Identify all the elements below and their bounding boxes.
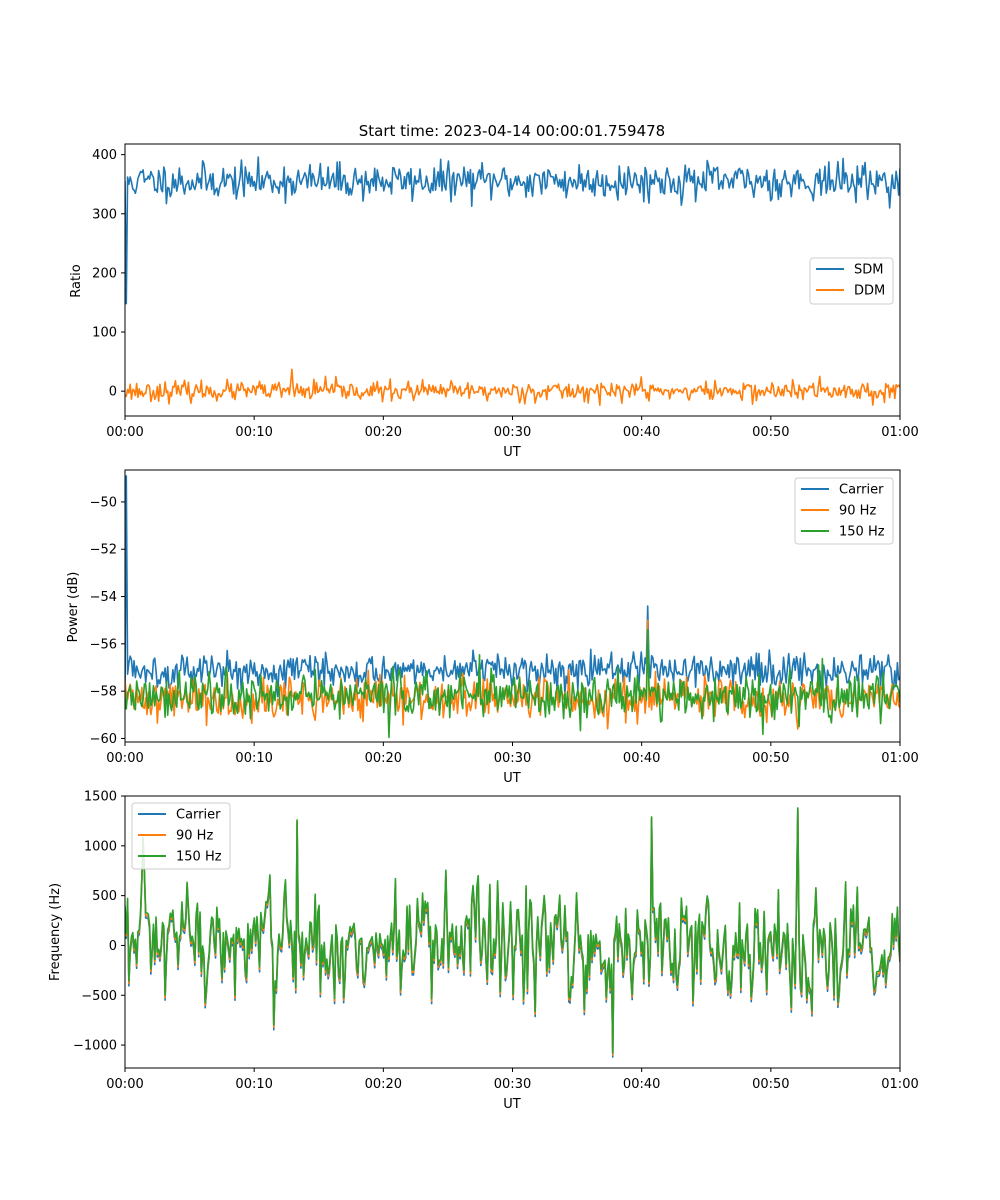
frequency-chart-y-tick-label: 500 bbox=[92, 889, 117, 904]
ratio-chart-x-tick-label: 00:20 bbox=[365, 425, 402, 440]
power-chart-y-tick-label: −60 bbox=[90, 732, 117, 747]
ratio-chart-y-tick-label: 200 bbox=[92, 266, 117, 281]
power-chart-x-tick-label: 00:00 bbox=[106, 751, 143, 766]
power-chart-legend-label: 150 Hz bbox=[839, 525, 885, 540]
frequency-chart-x-tick-label: 00:00 bbox=[106, 1077, 143, 1092]
power-chart-legend-label: Carrier bbox=[839, 483, 884, 498]
frequency-chart-x-tick-label: 00:30 bbox=[494, 1077, 531, 1092]
power-chart-y-tick-label: −54 bbox=[90, 590, 117, 605]
ratio-chart-x-tick-label: 00:50 bbox=[752, 425, 789, 440]
power-chart: UT Power (dB) 00:00 00:10 00:20 00:30 00:40 0… bbox=[66, 469, 919, 786]
ratio-chart-x-tick-label: 00:40 bbox=[623, 425, 660, 440]
ratio-chart-y-tick-label: 0 bbox=[109, 385, 117, 400]
frequency-chart-y-tick-label: 1000 bbox=[84, 839, 117, 854]
frequency-chart-legend-label: 90 Hz bbox=[176, 829, 213, 844]
ratio-chart: UT Ratio 00:00 00:10 00:20 00:30 00:40 00:50 0… bbox=[69, 143, 919, 460]
frequency-chart-y-tick-label: −1000 bbox=[73, 1039, 117, 1054]
frequency-chart-legend-box bbox=[131, 802, 231, 870]
ratio-chart-y-tick-label: 400 bbox=[92, 148, 117, 163]
frequency-chart-legend-label: Carrier bbox=[176, 808, 221, 823]
frequency-chart-x-tick-label: 00:10 bbox=[235, 1077, 272, 1092]
frequency-chart-y-tick-label: 0 bbox=[109, 939, 117, 954]
ratio-chart-y-label: Ratio bbox=[69, 264, 84, 297]
frequency-chart-y-tick-label: −500 bbox=[81, 989, 117, 1004]
power-chart-x-tick-label: 00:10 bbox=[235, 751, 272, 766]
power-chart-y-tick-label: −56 bbox=[90, 637, 117, 652]
power-chart-y-label: Power (dB) bbox=[66, 572, 81, 643]
power-chart-x-tick-label: 01:00 bbox=[881, 751, 918, 766]
figure-title: Start time: 2023-04-14 00:00:01.759478 bbox=[359, 122, 665, 140]
frequency-chart-x-tick-label: 01:00 bbox=[881, 1077, 918, 1092]
power-chart-x-label: UT bbox=[503, 771, 521, 786]
frequency-chart-x-tick-label: 00:20 bbox=[365, 1077, 402, 1092]
frequency-chart-y-label: Frequency (Hz) bbox=[48, 883, 63, 981]
power-chart-series-line bbox=[125, 619, 900, 730]
ratio-chart-legend-label: SDM bbox=[854, 263, 883, 278]
power-chart-y-tick-label: −58 bbox=[90, 685, 117, 700]
power-chart-x-tick-label: 00:20 bbox=[365, 751, 402, 766]
ratio-chart-y-tick-label: 300 bbox=[92, 207, 117, 222]
power-chart-y-tick-label: −52 bbox=[90, 543, 117, 558]
frequency-chart-y-tick-label: 1500 bbox=[84, 790, 117, 805]
power-chart-x-tick-label: 00:50 bbox=[752, 751, 789, 766]
frequency-chart: UT Frequency (Hz) 00:00 00:10 00:20 00:30 00… bbox=[48, 790, 919, 1113]
ratio-chart-x-tick-label: 00:30 bbox=[494, 425, 531, 440]
power-chart-y-tick-label: −50 bbox=[90, 495, 117, 510]
frequency-chart-x-tick-label: 00:40 bbox=[623, 1077, 660, 1092]
ratio-chart-legend: SDM DDM bbox=[809, 257, 894, 305]
frequency-chart-legend: Carrier 90 Hz 150 Hz bbox=[131, 802, 231, 870]
ratio-chart-y-tick-label: 100 bbox=[92, 326, 117, 341]
ratio-chart-x-label: UT bbox=[503, 445, 521, 460]
power-chart-legend-label: 90 Hz bbox=[839, 504, 876, 519]
ratio-chart-legend-label: DDM bbox=[854, 284, 885, 299]
power-chart-x-tick-label: 00:30 bbox=[494, 751, 531, 766]
ratio-chart-x-tick-label: 01:00 bbox=[881, 425, 918, 440]
power-chart-series-line bbox=[125, 628, 900, 739]
frequency-chart-legend-label: 150 Hz bbox=[176, 850, 222, 865]
ratio-chart-x-tick-label: 00:10 bbox=[235, 425, 272, 440]
frequency-chart-x-label: UT bbox=[503, 1097, 521, 1112]
ratio-chart-x-tick-label: 00:00 bbox=[106, 425, 143, 440]
power-chart-legend: Carrier 90 Hz 150 Hz bbox=[794, 477, 894, 545]
ratio-chart-series-line bbox=[125, 156, 900, 305]
power-chart-legend-box bbox=[794, 477, 894, 545]
ratio-chart-series-line bbox=[125, 368, 900, 406]
frequency-chart-x-tick-label: 00:50 bbox=[752, 1077, 789, 1092]
power-chart-series-line bbox=[125, 475, 900, 699]
power-chart-x-tick-label: 00:40 bbox=[623, 751, 660, 766]
frequency-chart-series-line bbox=[125, 807, 900, 1054]
